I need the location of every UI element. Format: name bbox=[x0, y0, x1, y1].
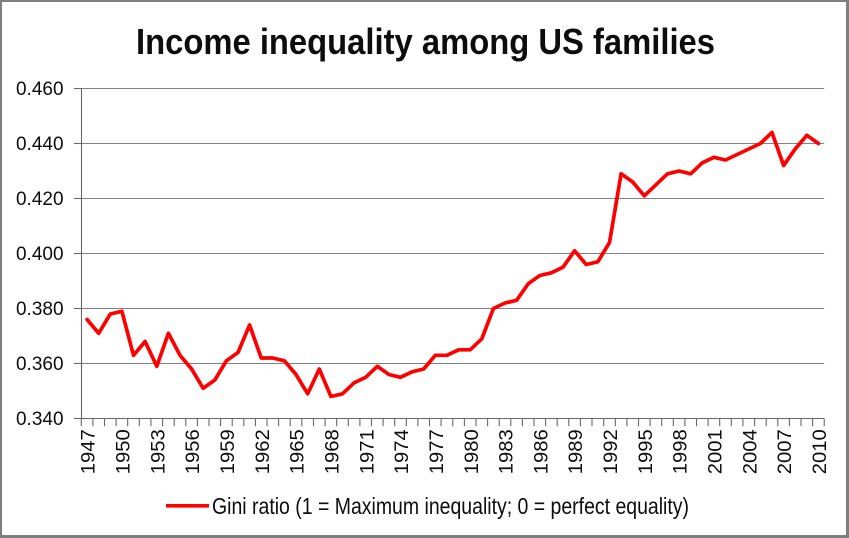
svg-text:1995: 1995 bbox=[636, 429, 657, 474]
svg-text:1986: 1986 bbox=[531, 429, 552, 474]
svg-text:1956: 1956 bbox=[183, 429, 204, 474]
svg-text:1974: 1974 bbox=[392, 429, 413, 474]
svg-text:2004: 2004 bbox=[740, 429, 761, 474]
svg-text:2010: 2010 bbox=[810, 429, 831, 474]
svg-text:1965: 1965 bbox=[288, 429, 309, 474]
svg-text:2007: 2007 bbox=[775, 429, 796, 474]
svg-text:1950: 1950 bbox=[114, 429, 135, 474]
svg-text:0.420: 0.420 bbox=[16, 189, 64, 210]
svg-text:1959: 1959 bbox=[218, 429, 239, 474]
svg-text:1953: 1953 bbox=[148, 429, 169, 474]
svg-text:0.440: 0.440 bbox=[16, 134, 64, 155]
svg-text:1977: 1977 bbox=[427, 429, 448, 474]
svg-text:1980: 1980 bbox=[462, 429, 483, 474]
svg-text:Income inequality among US fam: Income inequality among US families bbox=[136, 21, 715, 62]
svg-text:Gini ratio (1 = Maximum inequa: Gini ratio (1 = Maximum inequality; 0 = … bbox=[212, 493, 689, 519]
svg-text:1983: 1983 bbox=[497, 429, 518, 474]
svg-text:1971: 1971 bbox=[357, 429, 378, 474]
svg-text:2001: 2001 bbox=[706, 429, 727, 474]
svg-text:0.340: 0.340 bbox=[16, 409, 64, 430]
svg-text:0.400: 0.400 bbox=[16, 244, 64, 265]
svg-text:0.360: 0.360 bbox=[16, 354, 64, 375]
svg-text:1992: 1992 bbox=[601, 429, 622, 474]
svg-text:0.460: 0.460 bbox=[16, 79, 64, 100]
svg-text:1947: 1947 bbox=[79, 429, 100, 474]
svg-text:1968: 1968 bbox=[323, 429, 344, 474]
svg-text:1989: 1989 bbox=[566, 429, 587, 474]
svg-text:0.380: 0.380 bbox=[16, 299, 64, 320]
svg-text:1998: 1998 bbox=[671, 429, 692, 474]
svg-text:1962: 1962 bbox=[253, 429, 274, 474]
